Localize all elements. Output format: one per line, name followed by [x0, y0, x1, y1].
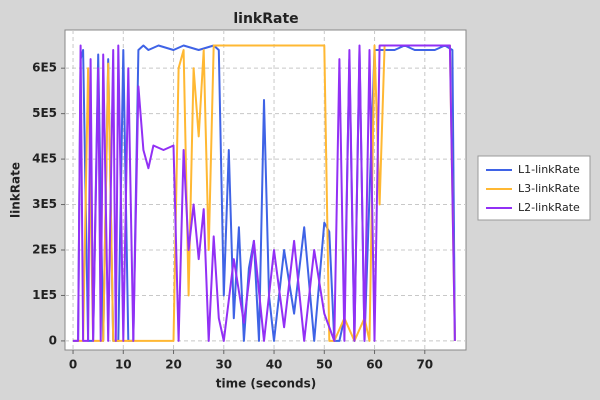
chart-title: linkRate — [233, 11, 298, 27]
x-tick-label: 50 — [316, 358, 333, 372]
legend-label: L1-linkRate — [518, 163, 580, 176]
y-tick-label: 2E5 — [32, 243, 57, 257]
y-tick-label: 5E5 — [32, 106, 57, 120]
legend-label: L2-linkRate — [518, 201, 580, 214]
x-tick-label: 30 — [215, 358, 232, 372]
x-tick-label: 0 — [69, 358, 77, 372]
x-tick-label: 20 — [165, 358, 182, 372]
y-tick-label: 4E5 — [32, 152, 57, 166]
x-tick-label: 10 — [115, 358, 132, 372]
y-tick-label: 1E5 — [32, 288, 57, 302]
x-axis-label: time (seconds) — [216, 377, 317, 391]
y-axis-label: linkRate — [9, 162, 23, 218]
y-tick-label: 0 — [49, 333, 57, 347]
y-tick-label: 6E5 — [32, 61, 57, 75]
x-tick-label: 70 — [416, 358, 433, 372]
x-tick-label: 60 — [366, 358, 383, 372]
data-line — [73, 44, 456, 342]
legend-label: L3-linkRate — [518, 182, 580, 195]
y-tick-label: 3E5 — [32, 197, 57, 211]
x-tick-label: 40 — [266, 358, 283, 372]
